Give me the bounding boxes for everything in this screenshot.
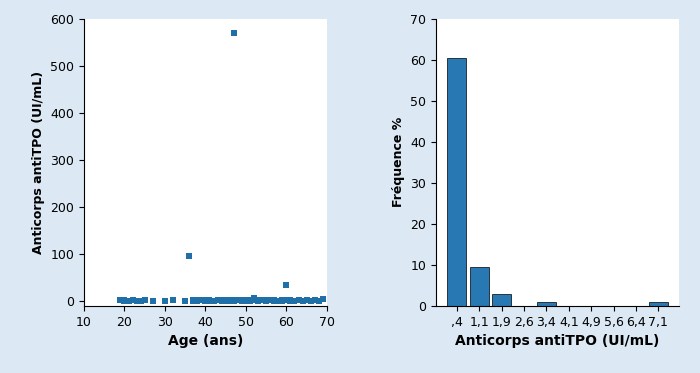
Point xyxy=(228,298,239,304)
Point xyxy=(183,253,195,259)
Point xyxy=(131,298,142,304)
Point xyxy=(285,298,296,304)
Point xyxy=(204,297,215,303)
Point xyxy=(276,298,288,304)
Point xyxy=(260,297,272,303)
Point xyxy=(237,298,248,304)
Point xyxy=(253,297,264,303)
Point xyxy=(301,297,312,303)
Point xyxy=(199,298,211,304)
Point xyxy=(228,30,239,36)
Point xyxy=(248,295,260,301)
Point xyxy=(313,298,324,304)
Point xyxy=(244,298,256,304)
Point xyxy=(224,297,235,303)
Point xyxy=(240,298,251,304)
Point xyxy=(276,297,288,303)
Point xyxy=(180,298,191,304)
X-axis label: Anticorps antiTPO (UI/mL): Anticorps antiTPO (UI/mL) xyxy=(456,334,660,348)
Point xyxy=(167,297,178,303)
Bar xyxy=(537,302,556,306)
Point xyxy=(317,296,328,302)
Point xyxy=(192,297,203,303)
Point xyxy=(204,298,215,304)
Point xyxy=(220,297,231,303)
Point xyxy=(244,297,256,303)
Point xyxy=(281,297,292,303)
Point xyxy=(232,297,244,303)
X-axis label: Age (ans): Age (ans) xyxy=(168,334,243,348)
Point xyxy=(188,298,199,304)
Point xyxy=(228,297,239,303)
Point xyxy=(260,298,272,304)
Point xyxy=(273,298,284,304)
Point xyxy=(199,297,211,303)
Point xyxy=(139,297,150,303)
Y-axis label: Anticorps antiTPO (UI/mL): Anticorps antiTPO (UI/mL) xyxy=(32,71,45,254)
Point xyxy=(115,297,126,303)
Point xyxy=(269,297,280,303)
Point xyxy=(188,297,199,303)
Point xyxy=(253,298,264,304)
Point xyxy=(224,298,235,304)
Point xyxy=(269,298,280,304)
Bar xyxy=(492,294,511,306)
Point xyxy=(216,298,228,304)
Point xyxy=(119,297,130,303)
Point xyxy=(123,298,134,304)
Point xyxy=(147,298,158,304)
Point xyxy=(192,298,203,304)
Point xyxy=(216,297,228,303)
Point xyxy=(289,298,300,304)
Point xyxy=(119,298,130,304)
Point xyxy=(240,297,251,303)
Point xyxy=(309,297,321,303)
Point xyxy=(256,297,267,303)
Point xyxy=(305,298,316,304)
Point xyxy=(212,297,223,303)
Point xyxy=(135,298,146,304)
Point xyxy=(248,297,260,303)
Bar xyxy=(470,267,489,306)
Bar xyxy=(447,58,466,306)
Point xyxy=(237,297,248,303)
Point xyxy=(196,297,207,303)
Y-axis label: Fréquence %: Fréquence % xyxy=(392,117,405,207)
Point xyxy=(293,297,304,303)
Point xyxy=(281,282,292,288)
Point xyxy=(160,298,171,304)
Point xyxy=(208,298,219,304)
Point xyxy=(127,297,138,303)
Point xyxy=(297,298,308,304)
Point xyxy=(285,297,296,303)
Point xyxy=(220,298,231,304)
Point xyxy=(265,297,276,303)
Bar xyxy=(649,302,668,306)
